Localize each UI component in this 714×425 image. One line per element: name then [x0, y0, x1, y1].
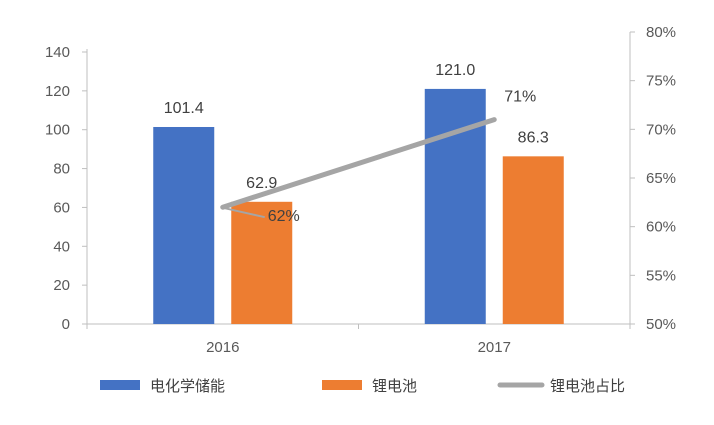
bar-data-label: 121.0 — [435, 62, 475, 79]
bar-lithium-2016 — [231, 201, 293, 324]
right-tick-label: 50% — [646, 316, 676, 333]
left-tick-label: 0 — [62, 316, 70, 333]
left-tick-label: 120 — [45, 83, 70, 100]
left-tick-label: 60 — [53, 199, 70, 216]
left-tick-label: 140 — [45, 44, 70, 61]
bar-data-label: 62.9 — [246, 175, 277, 192]
ratio-data-label: 62% — [268, 208, 300, 225]
right-tick-label: 75% — [646, 73, 676, 90]
left-tick-label: 80 — [53, 161, 70, 178]
legend-label: 电化学储能 — [150, 377, 225, 395]
legend-label: 锂电池占比 — [550, 377, 625, 395]
bar-lithium-2017 — [502, 156, 564, 324]
left-tick-label: 40 — [53, 238, 70, 255]
legend-swatch-electrochemical — [100, 380, 140, 390]
x-tick-label: 2016 — [206, 339, 239, 356]
right-tick-label: 80% — [646, 24, 676, 41]
bar-electrochemical-2016 — [153, 126, 215, 324]
bar-data-label: 86.3 — [518, 129, 549, 146]
ratio-label-leader — [224, 207, 265, 219]
right-tick-label: 60% — [646, 219, 676, 236]
legend-swatch-lithium — [322, 380, 362, 390]
right-tick-label: 55% — [646, 267, 676, 284]
x-tick-label: 2017 — [478, 339, 511, 356]
ratio-data-label: 71% — [504, 89, 536, 106]
right-tick-label: 70% — [646, 121, 676, 138]
legend-label: 锂电池 — [372, 377, 417, 395]
ratio-line — [220, 117, 497, 210]
right-tick-label: 65% — [646, 170, 676, 187]
left-tick-label: 100 — [45, 122, 70, 139]
left-tick-label: 20 — [53, 277, 70, 294]
bar-data-label: 101.4 — [164, 100, 204, 117]
